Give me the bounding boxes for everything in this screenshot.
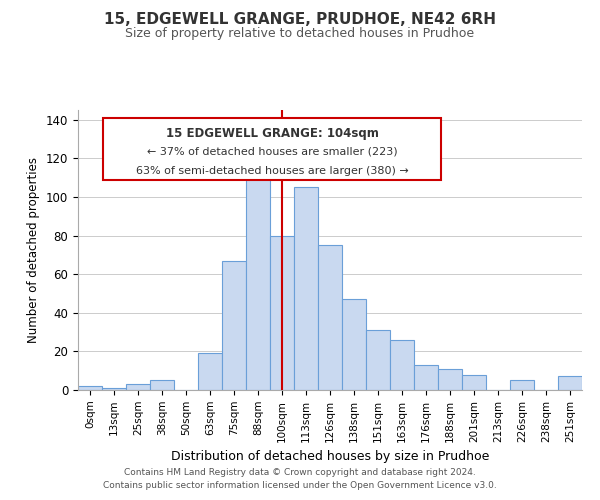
Bar: [126, 384, 150, 390]
Text: 15, EDGEWELL GRANGE, PRUDHOE, NE42 6RH: 15, EDGEWELL GRANGE, PRUDHOE, NE42 6RH: [104, 12, 496, 28]
Bar: [390, 340, 414, 390]
Bar: [366, 330, 390, 390]
Bar: [102, 388, 126, 390]
Bar: [342, 299, 366, 390]
Bar: [510, 380, 534, 390]
Bar: [414, 365, 438, 390]
Bar: [318, 245, 342, 390]
FancyBboxPatch shape: [103, 118, 441, 180]
X-axis label: Distribution of detached houses by size in Prudhoe: Distribution of detached houses by size …: [171, 450, 489, 463]
Text: 63% of semi-detached houses are larger (380) →: 63% of semi-detached houses are larger (…: [136, 166, 409, 176]
Bar: [150, 380, 174, 390]
Text: Size of property relative to detached houses in Prudhoe: Size of property relative to detached ho…: [125, 28, 475, 40]
Bar: [222, 260, 246, 390]
Bar: [270, 236, 294, 390]
Bar: [198, 354, 222, 390]
Bar: [462, 374, 486, 390]
Text: Contains HM Land Registry data © Crown copyright and database right 2024.: Contains HM Land Registry data © Crown c…: [124, 468, 476, 477]
Bar: [78, 386, 102, 390]
Text: 15 EDGEWELL GRANGE: 104sqm: 15 EDGEWELL GRANGE: 104sqm: [166, 127, 379, 140]
Bar: [294, 187, 318, 390]
Y-axis label: Number of detached properties: Number of detached properties: [28, 157, 40, 343]
Bar: [558, 376, 582, 390]
Bar: [246, 178, 270, 390]
Text: Contains public sector information licensed under the Open Government Licence v3: Contains public sector information licen…: [103, 480, 497, 490]
Text: ← 37% of detached houses are smaller (223): ← 37% of detached houses are smaller (22…: [147, 146, 397, 156]
Bar: [438, 369, 462, 390]
